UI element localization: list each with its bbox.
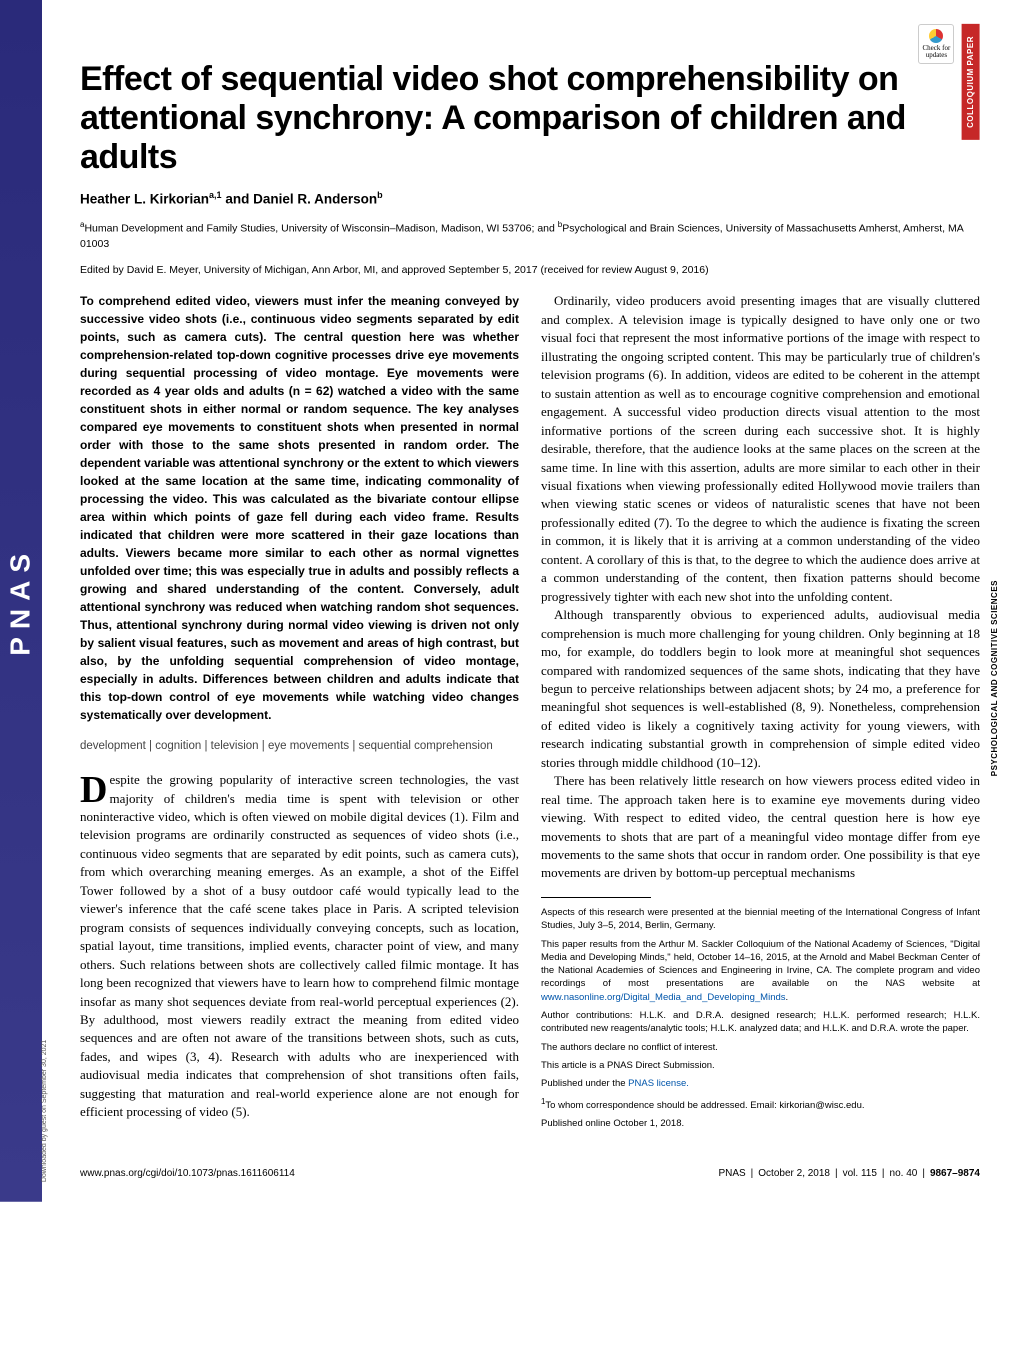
column-left: To comprehend edited video, viewers must… [80, 292, 519, 1135]
body-left: Despite the growing popularity of intera… [80, 771, 519, 1122]
authors-line: Heather L. Kirkoriana,1 and Daniel R. An… [80, 189, 980, 209]
footer-journal: PNAS [718, 1168, 745, 1179]
dropcap: D [80, 771, 109, 806]
footnote-7-text: To whom correspondence should be address… [545, 1100, 864, 1111]
footnote-6: Published under the PNAS license. [541, 1077, 980, 1090]
page-content: Check for updates COLLOQUIUM PAPER PSYCH… [0, 0, 1020, 1202]
footer-no: no. 40 [890, 1168, 918, 1179]
crossmark-icon [929, 29, 943, 43]
footnote-3: Author contributions: H.L.K. and D.R.A. … [541, 1009, 980, 1036]
affiliations: aHuman Development and Family Studies, U… [80, 219, 980, 251]
footnote-6-text: Published under the [541, 1078, 628, 1089]
footer-vol: vol. 115 [843, 1168, 877, 1179]
author-1: Heather L. Kirkorian [80, 192, 209, 207]
nas-link[interactable]: www.nasonline.org/Digital_Media_and_Deve… [541, 992, 786, 1003]
doi: www.pnas.org/cgi/doi/10.1073/pnas.161160… [80, 1167, 295, 1182]
check-updates-badge[interactable]: Check for updates [918, 24, 954, 64]
column-right: Ordinarily, video producers avoid presen… [541, 292, 980, 1135]
download-note: Downloaded by guest on September 30, 202… [40, 1039, 50, 1181]
body-right: Ordinarily, video producers avoid presen… [541, 292, 980, 883]
category-badge: PSYCHOLOGICAL AND COGNITIVE SCIENCES [990, 580, 1000, 776]
article-title: Effect of sequential video shot comprehe… [80, 60, 980, 177]
top-badges: Check for updates COLLOQUIUM PAPER [918, 24, 980, 140]
body-col1-p1: espite the growing popularity of interac… [80, 772, 519, 1119]
footer-right: PNAS|October 2, 2018|vol. 115|no. 40|986… [718, 1167, 980, 1182]
check-updates-label: Check for updates [919, 45, 953, 59]
keywords: development | cognition | television | e… [80, 738, 519, 755]
page-footer: www.pnas.org/cgi/doi/10.1073/pnas.161160… [80, 1159, 980, 1182]
footnote-2: This paper results from the Arthur M. Sa… [541, 938, 980, 1004]
footnote-1: Aspects of this research were presented … [541, 906, 980, 933]
two-column-layout: To comprehend edited video, viewers must… [80, 292, 980, 1135]
footnote-4: The authors declare no conflict of inter… [541, 1041, 980, 1054]
footer-pages: 9867–9874 [930, 1168, 980, 1179]
colloquium-badge: COLLOQUIUM PAPER [962, 24, 980, 140]
abstract: To comprehend edited video, viewers must… [80, 292, 519, 724]
body-col2-p1: Ordinarily, video producers avoid presen… [541, 292, 980, 606]
footnote-7: 1To whom correspondence should be addres… [541, 1096, 980, 1112]
footnote-separator [541, 897, 651, 898]
author-1-sup: a,1 [209, 190, 222, 200]
footnote-5: This article is a PNAS Direct Submission… [541, 1059, 980, 1072]
footer-date: October 2, 2018 [758, 1168, 830, 1179]
affil-a: Human Development and Family Studies, Un… [84, 223, 557, 235]
footnote-8: Published online October 1, 2018. [541, 1117, 980, 1130]
footnotes: Aspects of this research were presented … [541, 906, 980, 1130]
authors-and: and Daniel R. Anderson [222, 192, 378, 207]
body-col2-p2: Although transparently obvious to experi… [541, 606, 980, 772]
body-col2-p3: There has been relatively little researc… [541, 772, 980, 883]
footnote-2-text: This paper results from the Arthur M. Sa… [541, 939, 980, 990]
edited-by: Edited by David E. Meyer, University of … [80, 263, 980, 278]
pnas-license-link[interactable]: PNAS license. [628, 1078, 689, 1089]
author-2-sup: b [377, 190, 383, 200]
